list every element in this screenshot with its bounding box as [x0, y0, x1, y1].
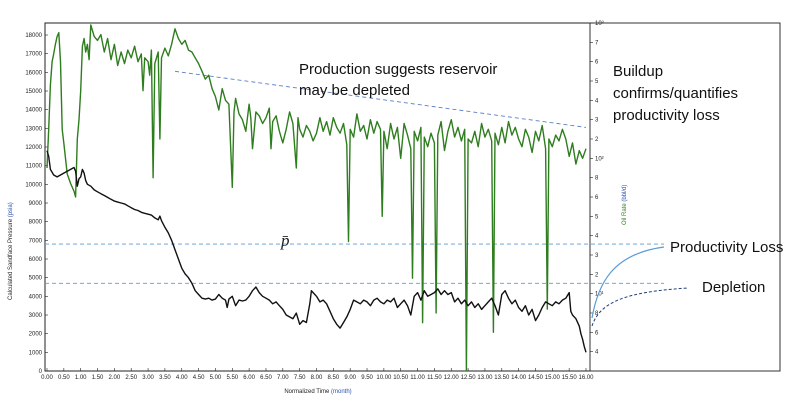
x-tick-label: 1.50: [92, 375, 104, 381]
x-tick-label: 4.50: [193, 375, 205, 381]
x-tick-label: 7.50: [294, 375, 306, 381]
x-tick-label: 13.00: [477, 375, 493, 381]
x-tick-label: 8.00: [311, 375, 323, 381]
depletion-curve: [591, 287, 689, 327]
y2-tick-label: 10¹: [595, 292, 604, 298]
y-tick-label: 18000: [25, 33, 42, 39]
y-tick-label: 4000: [29, 294, 43, 300]
y-tick-label: 15000: [25, 89, 42, 95]
y2-axis-title: Oil Rate (bbl/d): [622, 185, 628, 225]
x-tick-label: 16.00: [578, 375, 594, 381]
y-tick-label: 6000: [29, 257, 43, 263]
y-tick-label: 9000: [29, 201, 43, 207]
y-tick-label: 17000: [25, 52, 42, 58]
x-tick-label: 6.00: [243, 375, 255, 381]
y2-tick-label: 2: [595, 137, 599, 143]
x-tick-label: 1.00: [75, 375, 87, 381]
axis-ticks: 0.00 0.50 1.00 1.50 2.00 2.50 3.00 3.50 4.00 4.50…: [25, 21, 603, 381]
x-tick-label: 11.00: [410, 375, 425, 381]
x-tick-label: 9.50: [361, 375, 373, 381]
y2-tick-label: 7: [595, 40, 599, 46]
y2-tick-label: 10³: [595, 21, 604, 27]
x-tick-label: 6.50: [260, 375, 272, 381]
y-tick-label: 8000: [29, 220, 43, 226]
x-tick-label: 7.00: [277, 375, 289, 381]
x-tick-label: 14.50: [528, 375, 544, 381]
y-tick-label: 7000: [29, 238, 43, 244]
x-tick-label: 11.50: [427, 375, 442, 381]
depletion-label: Depletion: [702, 279, 765, 296]
y-tick-label: 12000: [25, 145, 42, 151]
x-tick-label: 3.00: [142, 375, 154, 381]
data-series: [46, 24, 587, 372]
y-tick-label: 5000: [29, 276, 43, 282]
y-tick-label: 14000: [25, 108, 42, 114]
x-tick-label: 3.50: [159, 375, 171, 381]
pressure-series-line: [46, 150, 587, 353]
x-tick-label: 5.00: [210, 375, 222, 381]
y-tick-label: 0: [39, 369, 43, 375]
x-tick-label: 10.50: [393, 375, 409, 381]
y2-tick-label: 10²: [595, 156, 604, 162]
y-tick-label: 3000: [29, 313, 43, 319]
y-tick-label: 2000: [29, 332, 43, 338]
y-tick-label: 10000: [25, 182, 42, 188]
oil-rate-series-line: [46, 24, 587, 372]
y2-tick-label: 5: [595, 214, 599, 220]
x-tick-label: 8.50: [328, 375, 340, 381]
y2-tick-label: 3: [595, 118, 599, 124]
y2-tick-label: 6: [595, 195, 599, 201]
y2-tick-label: 2: [595, 272, 599, 278]
x-tick-label: 4.00: [176, 375, 188, 381]
productivity-loss-curve: [591, 246, 665, 319]
y2-tick-label: 8: [595, 311, 599, 317]
x-tick-label: 12.50: [461, 375, 477, 381]
x-tick-label: 15.00: [545, 375, 561, 381]
productivity-loss-label: Productivity Loss: [670, 239, 783, 256]
y2-tick-label: 5: [595, 79, 599, 85]
y-tick-label: 1000: [29, 350, 43, 356]
x-tick-label: 15.50: [562, 375, 578, 381]
y2-tick-label: 8: [595, 176, 599, 182]
pbar-label: p̄: [280, 231, 290, 250]
y2-tick-label: 4: [595, 98, 599, 104]
annotation-production: Production suggests reservoir may be dep…: [299, 61, 502, 99]
y2-tick-label: 6: [595, 60, 599, 66]
x-tick-label: 5.50: [226, 375, 238, 381]
x-tick-label: 14.00: [511, 375, 527, 381]
y2-tick-label: 6: [595, 330, 599, 336]
y2-tick-label: 4: [595, 234, 599, 240]
y-tick-label: 13000: [25, 126, 42, 132]
x-tick-label: 0.00: [41, 375, 53, 381]
annotation-buildup: Buildup confirms/quantifies productivity…: [613, 63, 742, 124]
x-tick-label: 13.50: [494, 375, 510, 381]
y2-tick-label: 3: [595, 253, 599, 259]
y-axis-title: Calculated Sandface Pressure (psia): [8, 202, 14, 300]
y2-tick-label: 4: [595, 350, 599, 356]
y-tick-label: 11000: [26, 164, 43, 170]
x-axis-title: Normalized Time (month): [284, 389, 351, 395]
y-tick-label: 16000: [25, 70, 42, 76]
x-tick-label: 10.00: [376, 375, 392, 381]
rate-trend-line: [174, 70, 587, 128]
x-tick-label: 2.50: [125, 375, 137, 381]
x-tick-label: 2.00: [109, 375, 121, 381]
x-tick-label: 12.00: [444, 375, 460, 381]
x-tick-label: 9.00: [344, 375, 356, 381]
reference-lines: [45, 70, 664, 284]
x-tick-label: 0.50: [58, 375, 70, 381]
